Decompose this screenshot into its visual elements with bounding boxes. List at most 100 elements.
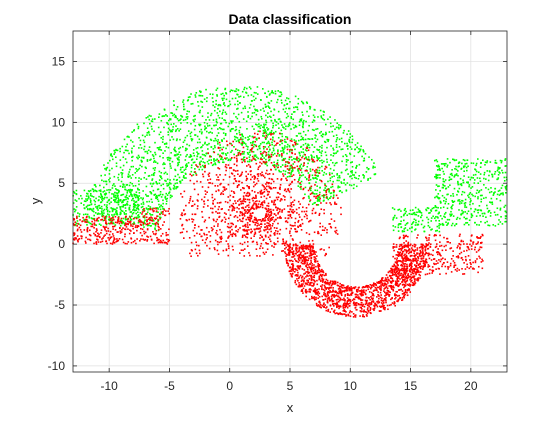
data-point: [234, 139, 236, 141]
data-point: [286, 117, 288, 119]
data-point: [192, 200, 194, 202]
data-point: [270, 183, 272, 185]
data-point: [490, 215, 492, 217]
data-point: [326, 147, 328, 149]
data-point: [415, 224, 417, 226]
data-point: [90, 208, 92, 210]
data-point: [158, 204, 160, 206]
data-point: [289, 172, 291, 174]
data-point: [242, 215, 244, 217]
data-point: [225, 153, 227, 155]
data-point: [498, 168, 500, 170]
data-point: [362, 299, 364, 301]
data-point: [470, 208, 472, 210]
data-point: [245, 198, 247, 200]
data-point: [106, 208, 108, 210]
data-point: [219, 127, 221, 129]
data-point: [320, 202, 322, 204]
data-point: [186, 165, 188, 167]
data-point: [312, 253, 314, 255]
data-point: [228, 209, 230, 211]
data-point: [317, 167, 319, 169]
data-point: [186, 231, 188, 233]
data-point: [314, 275, 316, 277]
data-point: [354, 304, 356, 306]
data-point: [488, 189, 490, 191]
data-point: [195, 96, 197, 98]
data-point: [212, 101, 214, 103]
data-point: [196, 158, 198, 160]
data-point: [472, 186, 474, 188]
data-point: [291, 165, 293, 167]
data-point: [143, 149, 145, 151]
data-point: [349, 176, 351, 178]
data-point: [170, 112, 172, 114]
data-point: [329, 180, 331, 182]
data-point: [104, 218, 106, 220]
data-point: [240, 137, 242, 139]
data-point: [98, 220, 100, 222]
data-point: [262, 192, 264, 194]
data-point: [237, 173, 239, 175]
data-point: [149, 123, 151, 125]
data-point: [104, 204, 106, 206]
data-point: [198, 105, 200, 107]
data-point: [228, 227, 230, 229]
data-point: [380, 294, 382, 296]
data-point: [153, 174, 155, 176]
data-point: [296, 212, 298, 214]
data-point: [275, 124, 277, 126]
data-point: [133, 218, 135, 220]
data-point: [344, 302, 346, 304]
data-point: [99, 213, 101, 215]
data-point: [124, 213, 126, 215]
data-point: [464, 163, 466, 165]
data-point: [289, 191, 291, 193]
data-point: [293, 127, 295, 129]
data-point: [131, 150, 133, 152]
data-point: [242, 249, 244, 251]
data-point: [178, 120, 180, 122]
data-point: [236, 108, 238, 110]
data-point: [329, 197, 331, 199]
data-point: [280, 92, 282, 94]
data-point: [265, 104, 267, 106]
data-point: [336, 299, 338, 301]
data-point: [309, 243, 311, 245]
data-point: [449, 176, 451, 178]
data-point: [270, 219, 272, 221]
data-point: [125, 149, 127, 151]
data-point: [320, 110, 322, 112]
data-point: [232, 90, 234, 92]
data-point: [232, 196, 234, 198]
data-point: [440, 207, 442, 209]
data-point: [352, 292, 354, 294]
data-point: [233, 113, 235, 115]
data-point: [168, 183, 170, 185]
data-point: [154, 169, 156, 171]
data-point: [225, 166, 227, 168]
data-point: [415, 274, 417, 276]
data-point: [183, 141, 185, 143]
data-point: [291, 152, 293, 154]
data-point: [297, 226, 299, 228]
data-point: [294, 225, 296, 227]
data-point: [257, 149, 259, 151]
data-point: [74, 208, 76, 210]
data-point: [321, 170, 323, 172]
data-point: [121, 206, 123, 208]
data-point: [502, 192, 504, 194]
data-point: [259, 237, 261, 239]
data-point: [249, 199, 251, 201]
data-point: [437, 161, 439, 163]
data-point: [374, 166, 376, 168]
data-point: [298, 168, 300, 170]
data-point: [332, 162, 334, 164]
data-point: [410, 210, 412, 212]
data-point: [308, 149, 310, 151]
data-point: [217, 223, 219, 225]
data-point: [223, 152, 225, 154]
data-point: [468, 197, 470, 199]
data-point: [216, 119, 218, 121]
data-point: [91, 195, 93, 197]
